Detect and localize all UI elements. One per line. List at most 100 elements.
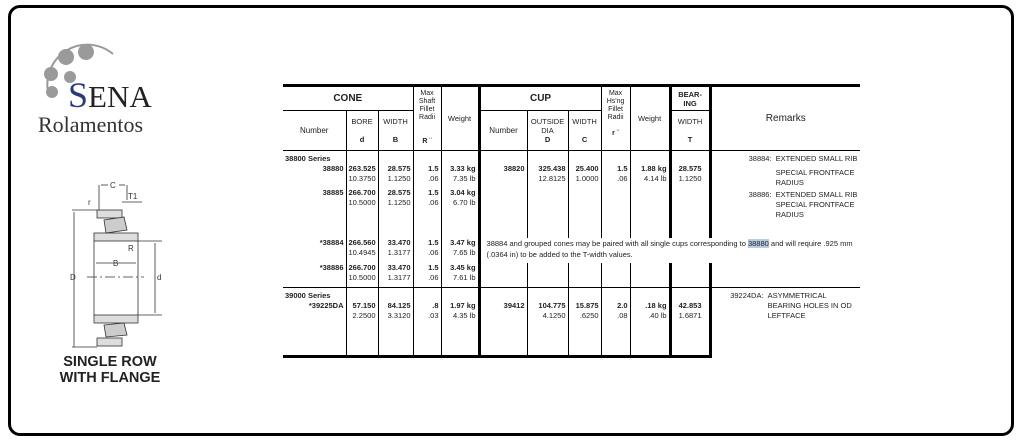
cell-value: .40 lb <box>648 310 667 320</box>
cell-value: 57.150 <box>352 300 376 310</box>
table-cell: *38884 <box>319 238 344 247</box>
label-B: B <box>113 259 118 268</box>
table-cell <box>377 286 414 301</box>
cell-value: .8 <box>432 300 439 310</box>
cell-value: 42.853 <box>678 300 702 310</box>
header-max-shaft: Max Shaft Fillet Radii R ¨ <box>412 84 442 151</box>
cell-value: 1.5 <box>428 164 439 173</box>
table-cell: 38820 <box>477 164 528 188</box>
table-cell: 1.5.06 <box>600 164 631 188</box>
table-cell <box>600 150 631 164</box>
table-cell <box>600 188 631 238</box>
table-cell: 1.5.06 <box>412 164 442 188</box>
table-cell: 1.88 kg 4.14 lb <box>629 164 671 188</box>
table-cell <box>477 188 528 238</box>
table-cell: 1.97 kg 4.35 lb <box>440 300 480 358</box>
table-cell: 33.470 1.3177 <box>377 263 414 287</box>
table-cell <box>629 286 671 301</box>
cell-value: .03 <box>428 310 439 320</box>
cell-value: R ¨ <box>422 138 432 145</box>
table-cell <box>477 286 528 301</box>
cell-value: .6250 <box>579 310 599 320</box>
cell-value: T <box>687 135 693 144</box>
caption-line-1: SINGLE ROW <box>63 354 157 370</box>
series-label: 38800 Series <box>285 154 331 163</box>
header-cone-weight: Weight <box>440 84 480 151</box>
cell-value: .18 kg <box>645 300 667 310</box>
cell-value: 38884 and grouped cones may be paired wi… <box>486 239 748 248</box>
cell-value: ASYMMETRICAL BEARING HOLES IN OD LEFTFAC… <box>767 290 852 320</box>
cell-value: .06 <box>428 273 439 282</box>
cell-value: EXTENDED SMALL RIB SPECIAL FRONTFACE RAD… <box>775 190 858 219</box>
cell-value: 1.1250 <box>387 198 411 207</box>
cell-value: 1.1250 <box>678 174 702 183</box>
cell-value: .06 <box>428 198 439 207</box>
table-cell <box>440 150 480 164</box>
table-cell <box>600 263 631 287</box>
header-cone: CONE <box>283 84 414 111</box>
bearing-spec-table: CONE Max Shaft Fillet Radii R ¨ Weight CU… <box>283 84 861 358</box>
cell-value: 12.8125 <box>538 174 566 183</box>
cell-value: 6.70 lb <box>453 198 476 207</box>
cell-value: 25.400 <box>575 164 599 173</box>
cell-value: 15.875 <box>575 300 599 310</box>
table-cell: *39225DA <box>283 300 346 358</box>
header-cone-width: WIDTH B <box>377 110 414 151</box>
cell-value: 33.470 <box>387 238 411 247</box>
cell-value: 10.5000 <box>348 198 376 207</box>
table-row: *38884 266.560 10.4945 33.470 1.3177 1.5.0… <box>283 238 861 263</box>
cell-value: 1.5 <box>428 238 439 247</box>
table-cell <box>629 263 671 287</box>
table-cell: 263.525 10.3750 <box>345 164 378 188</box>
table-cell: 2.0.08 <box>600 300 631 358</box>
cell-value: 3.47 kg <box>450 238 476 247</box>
table-cell <box>668 286 711 301</box>
cell-value: .06 <box>428 174 439 183</box>
table-cell <box>412 150 442 164</box>
cell-value: 1.5 <box>617 164 628 173</box>
cell-value: 263.525 <box>348 164 376 173</box>
cell-value: 104.775 <box>538 300 566 310</box>
cell-value: Max Hs'ng Fillet Radii <box>606 90 625 121</box>
label-C: C <box>110 181 116 190</box>
label-D: D <box>70 273 76 282</box>
cell-value: 325.438 <box>538 164 566 173</box>
table-cell: 28.575 1.1250 <box>377 164 414 188</box>
cell-value: 3.45 kg <box>450 263 476 272</box>
cell-value: 4.35 lb <box>453 310 476 320</box>
table-cell <box>600 286 631 301</box>
cell-value: 2.0 <box>617 300 628 310</box>
header-cup-width: WIDTH C <box>567 110 602 151</box>
cell-value: 33.470 <box>387 263 411 272</box>
header-max-hsng: Max Hs'ng Fillet Radii r ¨ <box>600 84 631 151</box>
cell-value: WIDTH <box>677 117 703 126</box>
header-outside-dia: OUTSIDE DIA D <box>526 110 569 151</box>
cell-value: 10.4945 <box>348 248 376 257</box>
cell-value: B <box>392 135 399 144</box>
table-cell: 266.700 10.5000 <box>345 263 378 287</box>
bearing-balls-logo-icon <box>44 43 114 98</box>
table-cell: .8.03 <box>412 300 442 358</box>
cell-value: 1.88 kg <box>641 164 667 173</box>
cell-value: 38884: <box>748 154 772 163</box>
caption-line-2: WITH FLANGE <box>59 370 161 386</box>
cell-value: 1.97 kg <box>450 300 476 310</box>
table-cell <box>440 286 480 301</box>
diagram-caption: SINGLE ROW WITH FLANGE <box>40 354 180 386</box>
cell-value: 28.575 <box>678 164 702 173</box>
cell-value: 266.700 <box>348 188 376 197</box>
cell-value: .06 <box>428 248 439 257</box>
pairing-note: 38884 and grouped cones may be paired wi… <box>477 238 861 263</box>
table-cell <box>526 188 569 238</box>
header-cone-number: Number <box>300 126 329 135</box>
table-cell <box>377 150 414 164</box>
cell-value: BORE <box>351 117 373 126</box>
series-row: 38800 Series 38884: EXTENDED SMALL RIB SP… <box>283 150 861 238</box>
table-cell <box>567 188 602 238</box>
cell-value: 7.65 lb <box>453 248 476 257</box>
table-cell: 38880 <box>322 164 344 173</box>
remarks-38800: 38884: EXTENDED SMALL RIB SPECIAL FRONTFA… <box>708 150 861 238</box>
table-row: 38885 266.700 10.5000 28.575 1.1250 1.5.06… <box>283 188 860 238</box>
table-cell <box>345 286 378 301</box>
table-row: *39225DA 57.150 2.2500 84.125 3.3120 .8.03… <box>283 300 860 358</box>
